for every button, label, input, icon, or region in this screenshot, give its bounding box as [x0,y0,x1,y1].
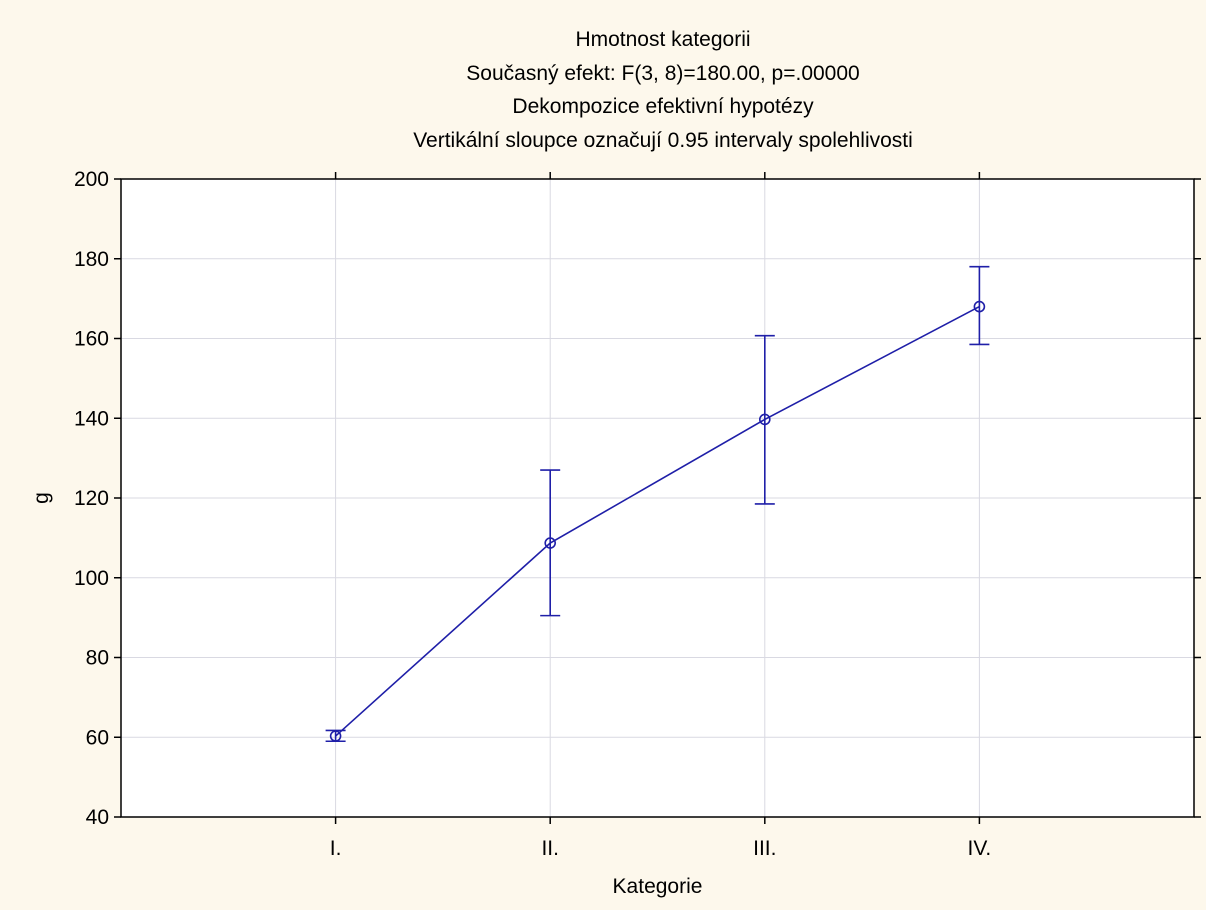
y-tick-label: 40 [86,806,109,829]
data-point [329,730,342,742]
y-tick-label: 200 [74,168,109,191]
y-tick-label: 80 [86,647,109,670]
data-point [973,300,986,313]
data-series [325,265,990,743]
y-tick-label: 100 [74,567,109,590]
y-tick-label: 60 [86,726,109,749]
y-tick-label: 120 [74,487,109,510]
y-tick-label: 160 [74,328,109,351]
x-axis-ticks: I. II. III. IV. [330,172,992,860]
y-axis-label: g [30,492,53,504]
y-tick-label: 180 [74,248,109,271]
chart-title-line-2: Současný efekt: F(3, 8)=180.00, p=.00000 [466,62,859,85]
plot-frame [120,178,1195,818]
chart-title-line-4: Vertikální sloupce označují 0.95 interva… [413,129,913,152]
series-line [335,305,980,737]
y-axis-ticks: 40 60 80 100 120 140 160 180 200 [74,168,1201,829]
data-point [544,537,557,549]
chart-title-group: Hmotnost kategorii Současný efekt: F(3, … [413,28,913,152]
x-tick-label: I. [330,837,342,860]
chart-title-line-3: Dekompozice efektivní hypotézy [512,95,814,118]
x-tick-label: IV. [968,837,992,860]
y-tick-label: 140 [74,407,109,430]
data-point [758,413,771,426]
chart-title-line-1: Hmotnost kategorii [575,28,750,51]
x-axis-label: Kategorie [613,875,703,898]
x-tick-label: II. [541,837,559,860]
x-tick-label: III. [753,837,776,860]
